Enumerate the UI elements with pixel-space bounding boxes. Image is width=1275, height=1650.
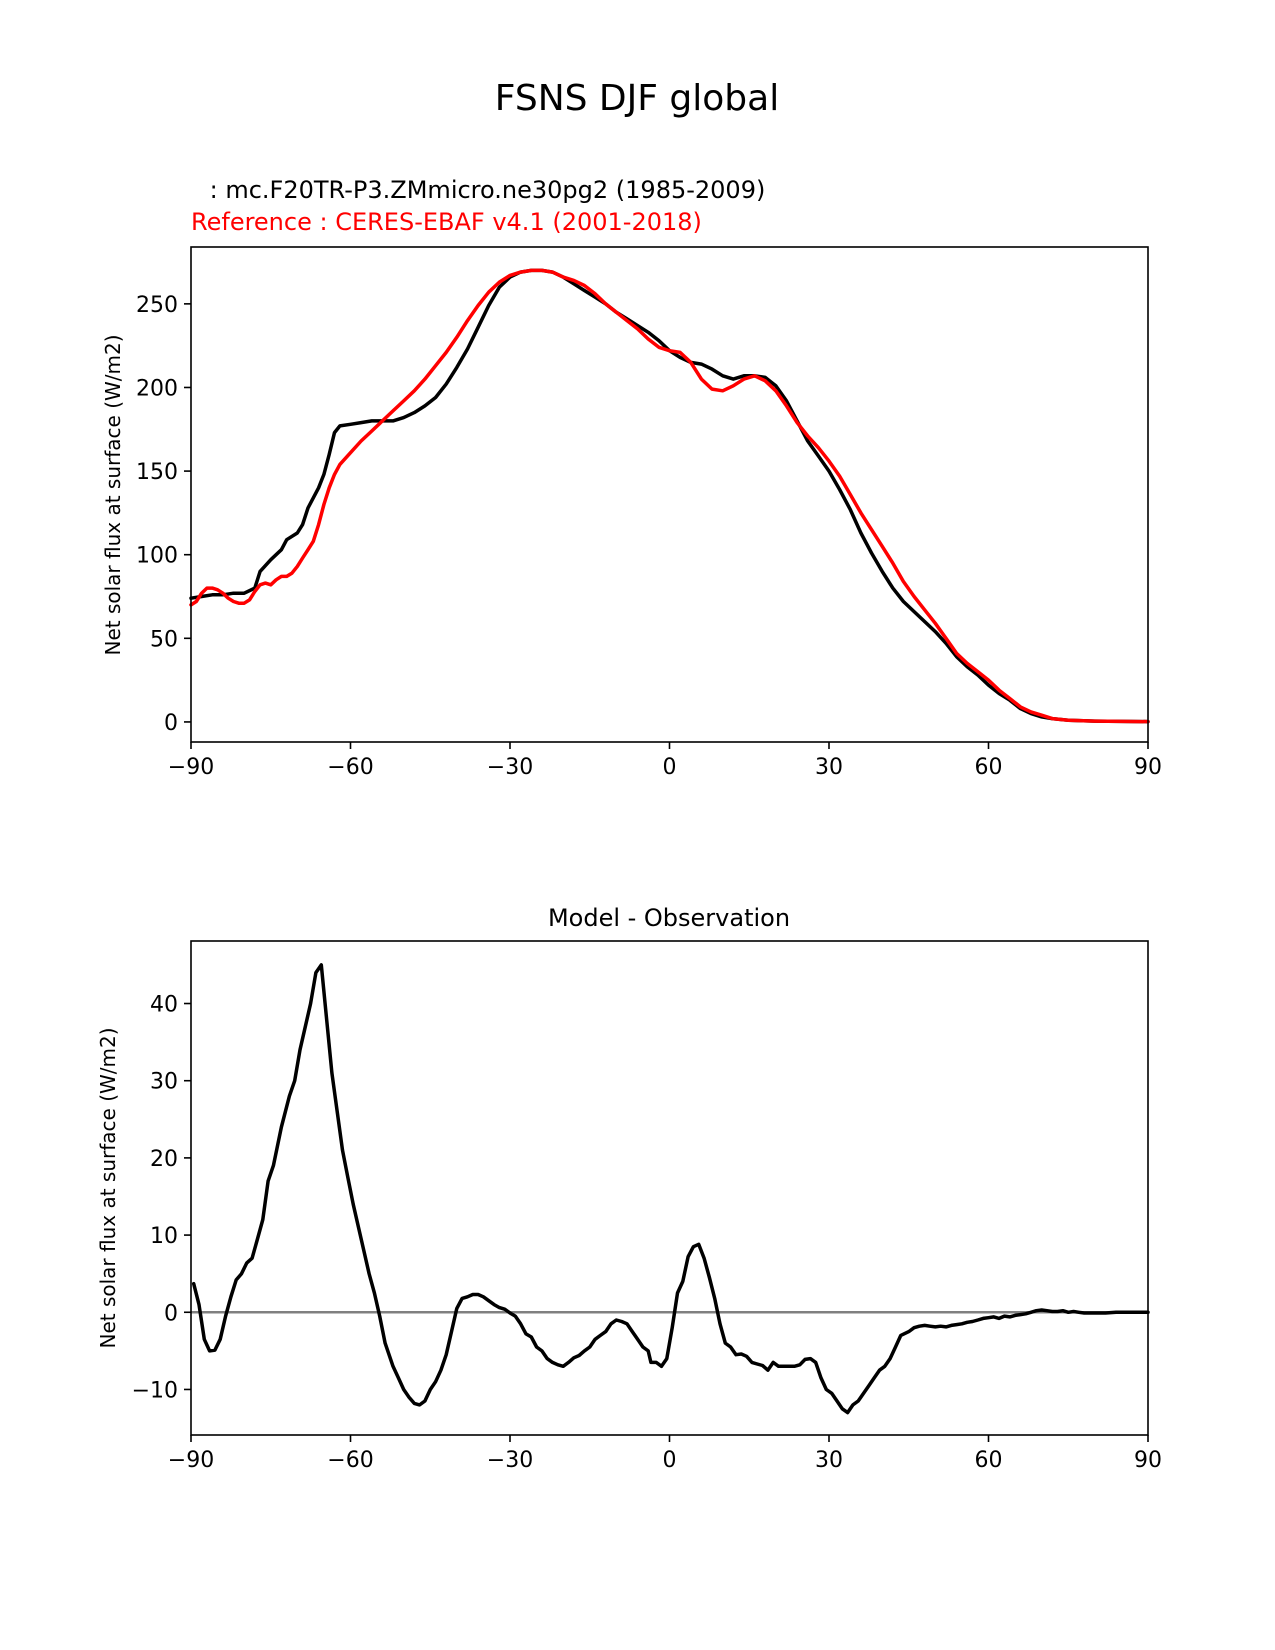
bottom-xtick-label: −60 xyxy=(327,1448,373,1473)
top-legend-reference: Reference : CERES-EBAF v4.1 (2001-2018) xyxy=(191,208,702,236)
top-ytick-label: 250 xyxy=(136,293,178,318)
top-ytick-label: 0 xyxy=(164,711,178,736)
bottom-axes-frame xyxy=(190,940,1149,1436)
bottom-title: Model - Observation xyxy=(548,904,790,932)
top-axes-frame xyxy=(190,246,1149,743)
top-xtick-label: −90 xyxy=(168,755,214,780)
top-ytick-label: 150 xyxy=(136,460,178,485)
top-ylabel: Net solar flux at surface (W/m2) xyxy=(101,334,125,655)
bottom-xtick-label: 30 xyxy=(815,1448,843,1473)
top-panel: : mc.F20TR-P3.ZMmicro.ne30pg2 (1985-2009… xyxy=(101,176,1162,780)
bottom-xtick-label: −90 xyxy=(168,1448,214,1473)
top-legend-test: : mc.F20TR-P3.ZMmicro.ne30pg2 (1985-2009… xyxy=(202,176,765,204)
bottom-xtick-label: 90 xyxy=(1134,1448,1162,1473)
top-ytick-label: 50 xyxy=(150,627,178,652)
bottom-ytick-label: 20 xyxy=(150,1147,178,1172)
top-series-test-line xyxy=(189,268,1150,724)
top-xtick-label: −30 xyxy=(487,755,533,780)
bottom-ylabel: Net solar flux at surface (W/m2) xyxy=(96,1027,120,1348)
bottom-ytick-label: 10 xyxy=(150,1224,178,1249)
bottom-series-difference-line xyxy=(191,963,1150,1415)
figure-title: FSNS DJF global xyxy=(495,78,779,119)
top-xtick-label: 90 xyxy=(1134,755,1162,780)
bottom-ytick-label: 40 xyxy=(150,993,178,1018)
bottom-ytick-label: 0 xyxy=(164,1301,178,1326)
top-xtick-label: 30 xyxy=(815,755,843,780)
bottom-panel: Model - Observation −90 −60 −30 0 30 60 90 −10 0… xyxy=(96,904,1162,1473)
top-ytick-label: 200 xyxy=(136,376,178,401)
bottom-xtick-label: 60 xyxy=(975,1448,1003,1473)
top-xtick-label: −60 xyxy=(327,755,373,780)
top-xtick-label: 60 xyxy=(975,755,1003,780)
bottom-xtick-label: −30 xyxy=(487,1448,533,1473)
bottom-ytick-label: 30 xyxy=(150,1070,178,1095)
top-plot-area: −90 −60 −30 0 30 60 90 0 50 100 150 200 250 xyxy=(136,246,1162,780)
bottom-ytick-label: −10 xyxy=(132,1378,178,1403)
top-series-reference-line xyxy=(189,268,1150,724)
top-ytick-label: 100 xyxy=(136,544,178,569)
bottom-xtick-label: 0 xyxy=(663,1448,677,1473)
top-xtick-label: 0 xyxy=(663,755,677,780)
bottom-plot-area: −90 −60 −30 0 30 60 90 −10 0 10 20 30 40 xyxy=(132,940,1162,1473)
